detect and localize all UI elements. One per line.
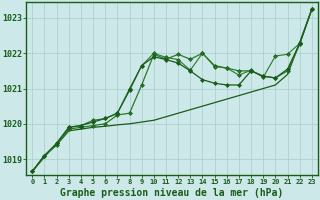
X-axis label: Graphe pression niveau de la mer (hPa): Graphe pression niveau de la mer (hPa) bbox=[60, 188, 284, 198]
